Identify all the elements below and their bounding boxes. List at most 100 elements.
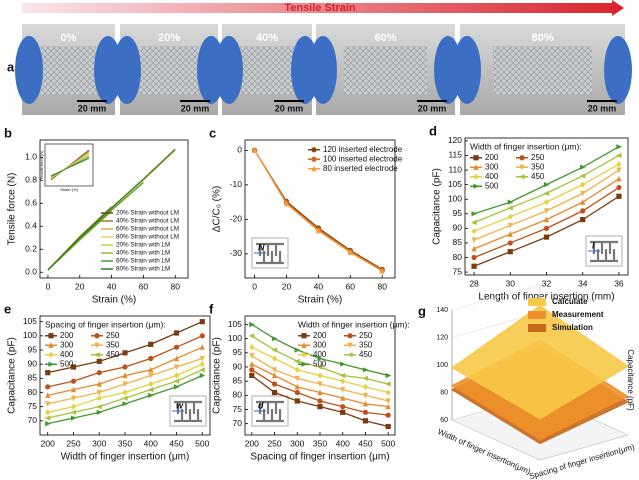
legend-swatch [528, 311, 546, 319]
legend-marker [347, 342, 353, 349]
legend-marker [519, 164, 525, 171]
x-tick-label: 60 [346, 281, 356, 291]
z-tick-label: 120 [436, 334, 448, 341]
legend-label: 500 [485, 181, 499, 190]
marker [122, 401, 129, 407]
strain-label: 20% [158, 32, 180, 44]
marker [271, 336, 278, 342]
marker [96, 370, 102, 376]
marker [70, 364, 77, 370]
marker [340, 387, 346, 393]
inset-label: d [258, 400, 264, 410]
y-tick-label: 90 [453, 223, 463, 233]
panel-label: c [209, 125, 216, 140]
marker [148, 380, 154, 388]
legend-marker [473, 155, 479, 161]
marker [173, 330, 180, 336]
marker [199, 372, 206, 379]
marker [271, 347, 278, 353]
panel-label: g [418, 303, 426, 318]
y-tick-label: -30 [230, 248, 243, 258]
marker [96, 409, 103, 415]
legend-label: 400 [60, 350, 74, 359]
mesh-film [40, 46, 97, 94]
marker [362, 392, 369, 399]
marker [96, 389, 102, 396]
marker [45, 370, 51, 376]
y-tick-label: 110 [448, 164, 462, 174]
marker [96, 395, 102, 402]
marker [543, 208, 550, 214]
legend-marker [48, 361, 55, 367]
marker [249, 321, 255, 328]
marker [362, 375, 369, 381]
glove [113, 36, 141, 104]
marker [199, 361, 205, 368]
x-tick-label: 200 [41, 438, 55, 448]
marker [173, 372, 180, 379]
y-tick-label: 85 [453, 237, 463, 247]
marker [385, 372, 392, 379]
inset-frame [44, 143, 94, 187]
marker [507, 213, 513, 220]
marker [543, 225, 550, 231]
marker [199, 367, 205, 373]
inset-x-title: Strain (%) [60, 187, 78, 192]
marker [45, 409, 51, 416]
legend-label: 300 [313, 340, 327, 349]
legend-label: 200 [313, 331, 327, 340]
marker [249, 361, 255, 367]
legend-label: 400 [485, 172, 499, 181]
y-tick-label: 70 [233, 418, 243, 428]
legend-marker [311, 147, 317, 153]
x-tick-label: 40 [314, 281, 324, 291]
x-axis-title: Strain (%) [298, 295, 342, 306]
marker [340, 378, 346, 385]
marker [316, 364, 323, 370]
y-tick-label: 90 [233, 361, 243, 371]
glove [604, 36, 632, 104]
marker [96, 358, 102, 364]
legend-marker [347, 333, 353, 339]
marker [580, 217, 586, 223]
comb-electrode [256, 400, 284, 423]
legend-marker [311, 156, 317, 162]
legend-marker [48, 333, 54, 339]
marker [70, 386, 77, 393]
x-tick-label: 32 [542, 278, 552, 288]
strain-arrow [22, 0, 624, 16]
legend-label: 100 inserted electrode [323, 154, 403, 163]
x-tick-label: 80 [377, 281, 387, 291]
marker [45, 392, 51, 398]
marker [317, 398, 323, 404]
x-tick-label: 200 [245, 438, 259, 448]
legend-label: 300 [485, 162, 499, 171]
strain-label: 60% [374, 32, 396, 44]
marker [249, 353, 255, 359]
marker [248, 333, 255, 339]
legend-label: 80% Strain with LM [116, 266, 170, 273]
mesh-film [139, 46, 199, 94]
marker [70, 378, 77, 384]
marker [616, 184, 622, 191]
legend-label: 350 [359, 340, 373, 349]
marker [507, 240, 513, 246]
scale-label: 20 mm [418, 103, 447, 113]
marker [271, 381, 278, 387]
z-grid [451, 284, 541, 311]
x-tick-label: 20 [75, 281, 85, 291]
legend-label: Calculate [552, 297, 588, 306]
marker [471, 237, 477, 244]
x-tick-label: 30 [506, 278, 516, 288]
legend-label: 500 [60, 359, 74, 368]
marker [339, 372, 346, 379]
marker [283, 200, 290, 207]
scale-label: 20 mm [275, 103, 304, 113]
x-tick-label: 350 [313, 438, 327, 448]
marker [471, 228, 477, 235]
marker [580, 208, 586, 214]
x-tick-label: 450 [169, 438, 183, 448]
marker [121, 395, 128, 401]
